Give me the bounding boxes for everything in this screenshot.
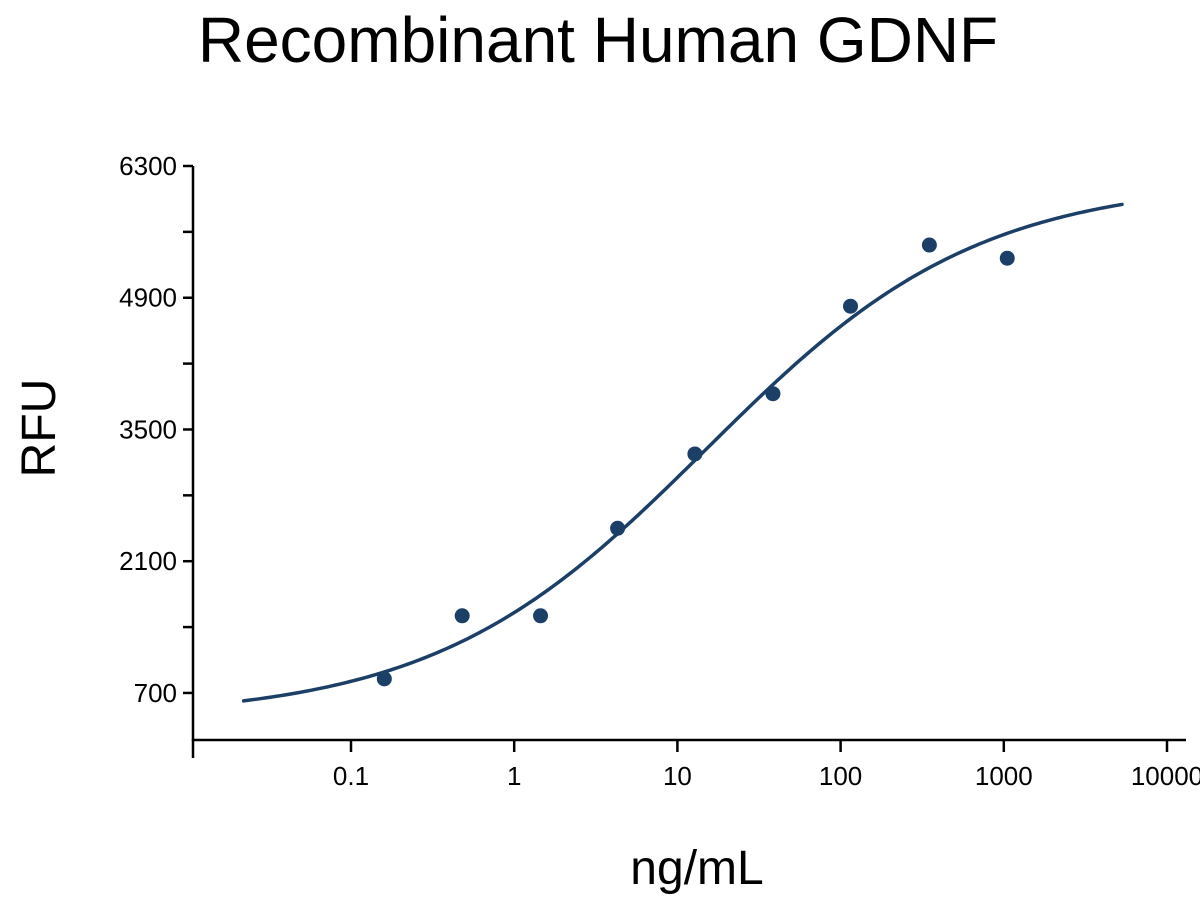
data-point: [376, 671, 392, 687]
fit-curve-layer: [241, 202, 1124, 703]
y-axis-ticks: 700 2100 3500 4900 6300: [119, 151, 193, 708]
data-points: [376, 237, 1015, 687]
data-point: [610, 520, 626, 536]
y-tick-label: 6300: [119, 151, 177, 181]
x-tick-label: 100: [819, 761, 862, 791]
data-point: [533, 608, 549, 624]
data-point: [921, 237, 937, 253]
x-tick-label: 10: [663, 761, 692, 791]
data-point: [843, 298, 859, 314]
chart-title: Recombinant Human GDNF: [198, 4, 998, 76]
x-axis-ticks: 0.1 1 10 100 1000 10000: [333, 740, 1200, 791]
x-tick-label: 0.1: [333, 761, 369, 791]
x-tick-label: 1000: [975, 761, 1033, 791]
y-tick-label: 3500: [119, 414, 177, 444]
y-tick-label: 2100: [119, 546, 177, 576]
data-point: [999, 250, 1015, 266]
y-axis-title: RFU: [13, 379, 66, 478]
data-point: [687, 446, 703, 462]
x-tick-label: 10000: [1131, 761, 1200, 791]
x-axis-title: ng/mL: [630, 842, 763, 895]
fit-curve: [241, 202, 1124, 703]
y-tick-label: 4900: [119, 283, 177, 313]
y-tick-label: 700: [134, 678, 177, 708]
x-tick-label: 1: [507, 761, 521, 791]
data-point: [765, 386, 781, 402]
data-point: [454, 608, 470, 624]
